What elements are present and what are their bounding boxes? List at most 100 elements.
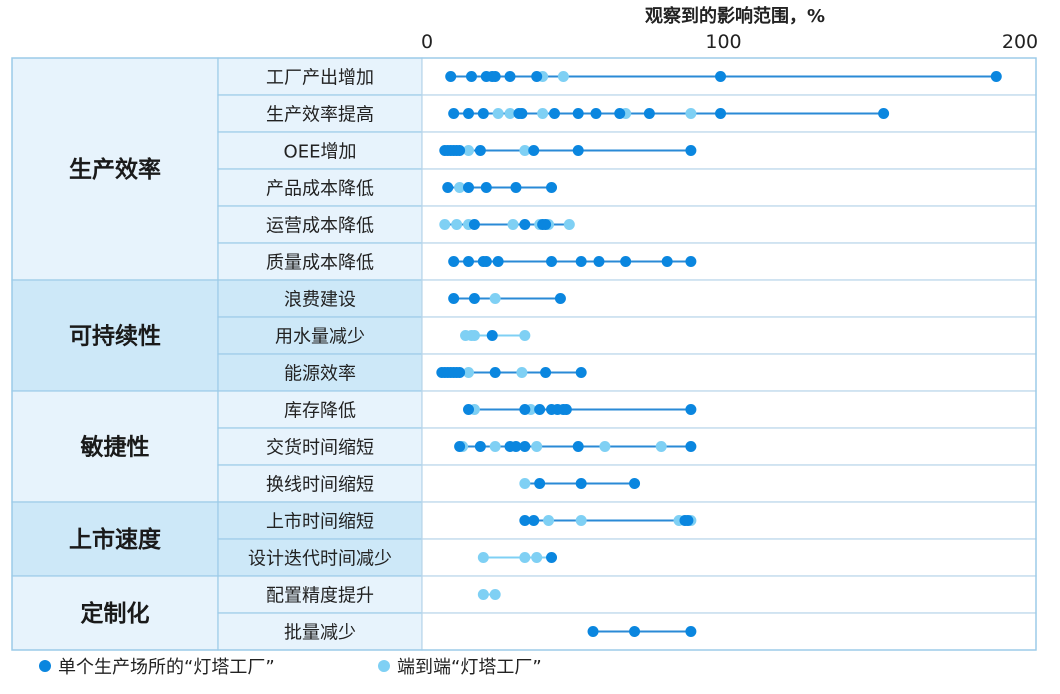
single-site-lighthouse-point (587, 626, 599, 637)
single-site-lighthouse-point (593, 256, 605, 267)
e2e-lighthouse-point (519, 145, 531, 156)
single-site-lighthouse-point (477, 108, 489, 119)
metric-label: 质量成本降低 (266, 253, 374, 274)
plot-row (421, 501, 1037, 540)
metric-cell (217, 205, 423, 244)
single-site-lighthouse-point (990, 71, 1002, 82)
e2e-lighthouse-point (439, 219, 451, 230)
single-site-lighthouse-point (463, 108, 475, 119)
plot-row (421, 575, 1037, 614)
single-site-lighthouse-point (682, 515, 694, 526)
single-site-lighthouse-point (685, 404, 697, 415)
metric-label: 换线时间缩短 (266, 475, 374, 496)
single-site-lighthouse-point (531, 71, 543, 82)
single-site-lighthouse-point (468, 293, 480, 304)
single-site-lighthouse-point (560, 404, 572, 415)
e2e-lighthouse-point (537, 108, 549, 119)
e2e-lighthouse-point (519, 330, 531, 341)
metric-cell (217, 538, 423, 577)
e2e-lighthouse-point (504, 108, 516, 119)
plot-row (421, 464, 1037, 503)
e2e-lighthouse-point (531, 552, 543, 563)
e2e-lighthouse-point (451, 219, 463, 230)
single-site-lighthouse-point (629, 478, 641, 489)
category-cell (11, 57, 219, 281)
single-site-lighthouse-point (454, 367, 466, 378)
metric-label: 设计迭代时间减少 (248, 549, 392, 570)
e2e-lighthouse-point (507, 219, 519, 230)
e2e-lighthouse-point (454, 182, 466, 193)
single-site-lighthouse-point (540, 367, 552, 378)
single-site-lighthouse-point (519, 515, 531, 526)
single-site-lighthouse-point (519, 404, 531, 415)
e2e-lighthouse-point (519, 552, 531, 563)
single-site-lighthouse-point (463, 256, 475, 267)
single-site-lighthouse-point (614, 108, 626, 119)
e2e-lighthouse-point (519, 478, 531, 489)
category-label: 可持续性 (69, 323, 161, 350)
x-tick-label: 0 (421, 31, 433, 53)
category-label: 上市速度 (69, 526, 162, 553)
category-cell (11, 575, 219, 651)
single-site-lighthouse-point (620, 256, 632, 267)
chart-title: 观察到的影响范围，% (645, 5, 825, 27)
single-site-lighthouse-point (448, 108, 460, 119)
e2e-lighthouse-point (563, 219, 575, 230)
single-site-lighthouse-point (590, 108, 602, 119)
single-site-lighthouse-point (465, 71, 477, 82)
e2e-lighthouse-point (463, 145, 475, 156)
e2e-lighthouse-point (477, 589, 489, 600)
metric-label: 批量减少 (284, 623, 356, 644)
single-site-lighthouse-point (534, 404, 546, 415)
metric-label: 库存降低 (284, 401, 356, 422)
metric-cell (217, 57, 423, 96)
metric-cell (217, 501, 423, 540)
single-site-lighthouse-point (575, 256, 587, 267)
single-site-lighthouse-point (528, 145, 540, 156)
single-site-lighthouse-point (489, 367, 501, 378)
single-site-lighthouse-point (546, 256, 558, 267)
single-site-lighthouse-point (510, 441, 522, 452)
single-site-lighthouse-point (448, 293, 460, 304)
single-site-lighthouse-point (685, 145, 697, 156)
single-site-lighthouse-point (575, 478, 587, 489)
legend-single-label: 单个生产场所的“灯塔工厂” (58, 657, 275, 678)
single-site-lighthouse-point (510, 182, 522, 193)
single-site-lighthouse-point (454, 145, 466, 156)
category-cell (11, 279, 219, 392)
single-site-lighthouse-point (454, 441, 466, 452)
metric-label: 用水量减少 (275, 327, 365, 348)
category-cell (11, 390, 219, 503)
e2e-lighthouse-point (557, 71, 569, 82)
single-site-lighthouse-point (685, 441, 697, 452)
single-site-lighthouse-point (528, 515, 540, 526)
metric-label: 工厂产出增加 (266, 68, 374, 89)
single-site-lighthouse-point (575, 367, 587, 378)
e2e-lighthouse-point (531, 441, 543, 452)
single-site-lighthouse-point (468, 219, 480, 230)
e2e-lighthouse-point (489, 293, 501, 304)
metric-label: 浪费建设 (284, 290, 356, 311)
e2e-lighthouse-point (599, 441, 611, 452)
e2e-lighthouse-point (685, 108, 697, 119)
metric-label: 生产效率提高 (266, 105, 374, 126)
metric-label: 能源效率 (284, 364, 356, 385)
single-site-lighthouse-point (715, 108, 727, 119)
metric-cell (217, 427, 423, 466)
e2e-lighthouse-point (492, 108, 504, 119)
single-site-lighthouse-point (629, 626, 641, 637)
single-site-lighthouse-point (548, 108, 560, 119)
single-site-lighthouse-point (643, 108, 655, 119)
x-tick-label: 100 (705, 31, 741, 53)
e2e-lighthouse-point (489, 589, 501, 600)
single-site-lighthouse-point (474, 145, 486, 156)
single-site-lighthouse-point (516, 108, 528, 119)
single-site-lighthouse-point (572, 441, 584, 452)
metric-label: 上市时间缩短 (266, 512, 374, 533)
e2e-lighthouse-point (516, 367, 528, 378)
metric-label: 产品成本降低 (266, 179, 374, 200)
single-site-lighthouse-point (572, 108, 584, 119)
category-label: 定制化 (81, 600, 150, 627)
e2e-lighthouse-point (655, 441, 667, 452)
